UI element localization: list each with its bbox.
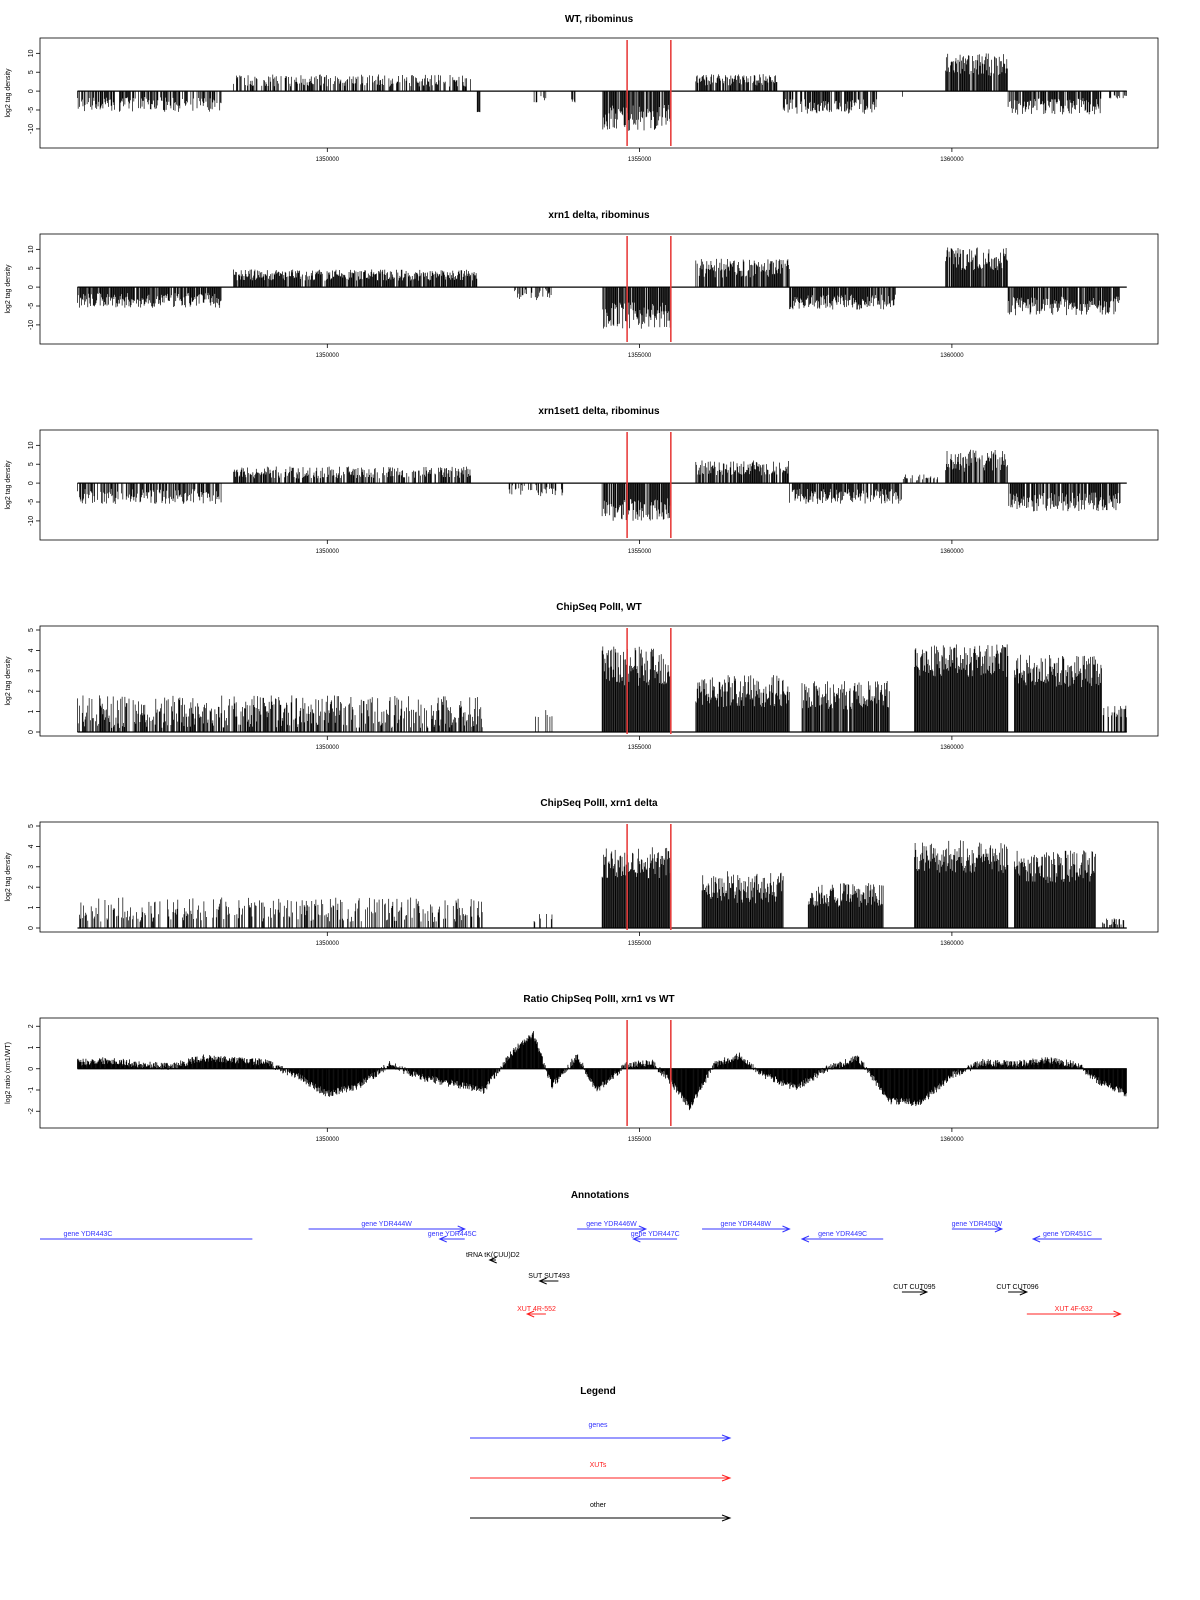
x-tick-label: 1355000 — [628, 745, 652, 751]
y-tick-label: 0 — [28, 285, 35, 289]
panel-frame — [39, 37, 1159, 149]
y-tick-label: -5 — [28, 107, 35, 113]
y-tick-label: 10 — [28, 245, 35, 253]
panel-3: xrn1set1 delta, ribominus log2 tag densit… — [5, 406, 1159, 555]
y-tick-label: 5 — [28, 824, 35, 828]
y-tick-label: 3 — [28, 865, 35, 869]
x-tick-label: 1355000 — [628, 549, 652, 555]
panel-title: ChipSeq PolII, xrn1 delta — [540, 798, 658, 809]
panel-frame — [39, 625, 1159, 737]
y-tick-label: 5 — [28, 628, 35, 632]
data-marks — [77, 247, 1120, 329]
panel-frame — [39, 429, 1159, 541]
y-tick-label: -10 — [28, 320, 35, 330]
y-tick-label: 0 — [28, 481, 35, 485]
x-tick-label: 1350000 — [316, 745, 340, 751]
panel-title: WT, ribominus — [565, 14, 634, 25]
y-tick-label: 10 — [28, 49, 35, 57]
x-tick-label: 1350000 — [316, 157, 340, 163]
panel-2: xrn1 delta, ribominus log2 tag density -10… — [5, 210, 1159, 359]
data-marks — [79, 840, 1125, 928]
x-tick-label: 1355000 — [628, 157, 652, 163]
y-tick-label: 1 — [28, 906, 35, 910]
y-axis-label: log2 tag density — [5, 852, 12, 902]
panel-5: ChipSeq PolII, xrn1 delta log2 tag densit… — [5, 798, 1159, 947]
x-tick-label: 1360000 — [940, 157, 964, 163]
panel-4: ChipSeq PolII, WT log2 tag density 0 1 2 3 4 5 1… — [5, 602, 1159, 751]
y-tick-label: 0 — [28, 926, 35, 930]
y-tick-label: 2 — [28, 885, 35, 889]
panel-title: xrn1 delta, ribominus — [548, 210, 650, 221]
x-tick-label: 1355000 — [628, 353, 652, 359]
x-tick-label: 1350000 — [316, 353, 340, 359]
y-tick-label: -5 — [28, 303, 35, 309]
x-tick-label: 1360000 — [940, 549, 964, 555]
x-tick-label: 1360000 — [940, 353, 964, 359]
y-tick-label: -10 — [28, 516, 35, 526]
y-tick-label: 1 — [28, 710, 35, 714]
y-axis-label: log2 tag density — [5, 68, 12, 118]
y-tick-label: -5 — [28, 499, 35, 505]
y-tick-label: 10 — [28, 441, 35, 449]
y-tick-label: 4 — [28, 648, 35, 652]
panel-title: ChipSeq PolII, WT — [556, 602, 642, 613]
y-tick-label: 0 — [28, 89, 35, 93]
y-tick-label: 2 — [28, 689, 35, 693]
y-tick-label: -10 — [28, 124, 35, 134]
panel-title: xrn1set1 delta, ribominus — [538, 406, 660, 417]
data-marks — [77, 53, 1127, 131]
y-tick-label: 5 — [28, 462, 35, 466]
y-tick-label: 3 — [28, 669, 35, 673]
panel-frame — [39, 233, 1159, 345]
y-tick-label: 0 — [28, 730, 35, 734]
data-marks — [77, 449, 1121, 521]
y-axis-label: log2 tag density — [5, 656, 12, 706]
y-tick-label: 4 — [28, 844, 35, 848]
y-axis-label: log2 tag density — [5, 264, 12, 314]
y-tick-label: 5 — [28, 266, 35, 270]
data-marks — [77, 644, 1127, 732]
panel-1: WT, ribominus log2 tag density -10 -5 0 5 10 13… — [5, 14, 1159, 163]
y-axis-label: log2 tag density — [5, 460, 12, 510]
x-tick-label: 1360000 — [940, 745, 964, 751]
x-tick-label: 1350000 — [316, 549, 340, 555]
y-tick-label: 5 — [28, 70, 35, 74]
